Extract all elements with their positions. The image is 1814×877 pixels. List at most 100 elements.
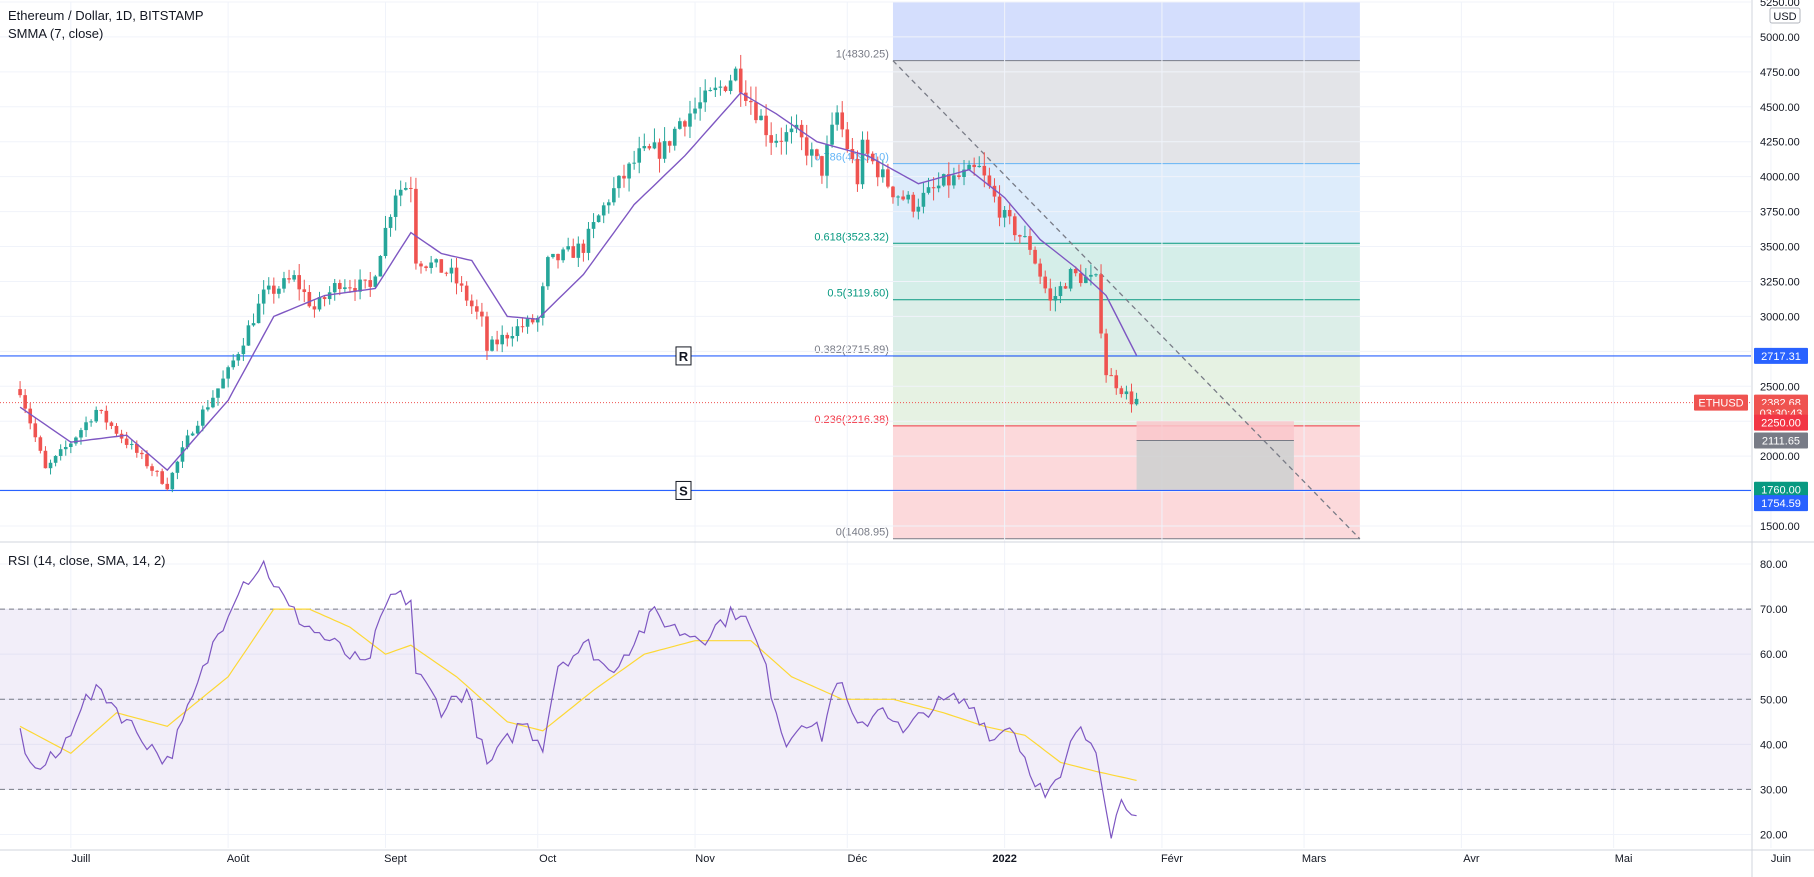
candle-body (200, 409, 205, 426)
candle (434, 258, 439, 268)
candle-body (48, 462, 53, 469)
candle (475, 299, 479, 320)
candle-body (505, 334, 510, 339)
price-tick-label: 4750.00 (1760, 67, 1800, 79)
candle-body (820, 156, 824, 176)
candle (830, 112, 834, 148)
candle (515, 318, 520, 342)
candle (820, 155, 824, 184)
candle (901, 190, 905, 201)
candle (632, 150, 636, 170)
symbol-title[interactable]: Ethereum / Dollar, 1D, BITSTAMP (8, 8, 204, 23)
candle-body (723, 86, 728, 91)
candle (444, 271, 449, 277)
candle-body (129, 443, 134, 445)
candle (840, 101, 845, 138)
candle-body (1002, 209, 1007, 218)
candle-body (855, 158, 860, 185)
candle (28, 402, 33, 430)
fib-level-label: 0.618(3523.32) (814, 231, 889, 243)
candle (566, 237, 570, 252)
candle-body (185, 435, 190, 448)
candle-body (622, 175, 626, 179)
candle (708, 87, 713, 92)
candle-body (1048, 288, 1053, 301)
candle-body (190, 433, 195, 436)
candle-body (160, 471, 164, 484)
candle-body (530, 318, 535, 323)
candle-body (632, 162, 636, 164)
date-tick-label: Mars (1302, 853, 1327, 865)
candle (322, 295, 327, 307)
date-tick-label: Juill (71, 853, 90, 865)
candle-body (216, 388, 220, 398)
candle-body (678, 121, 682, 129)
candle-body (338, 283, 342, 290)
candle-body (617, 175, 621, 189)
candle-body (261, 289, 266, 304)
price-tick-label: 4500.00 (1760, 102, 1800, 114)
candle-body (586, 228, 591, 253)
candle-body (845, 129, 850, 150)
candle-body (1018, 235, 1022, 237)
horizontal-lines[interactable]: RS (0, 346, 1751, 500)
candle (18, 381, 22, 398)
candle (256, 294, 261, 324)
candle-body (272, 285, 276, 294)
candle-body (33, 423, 38, 438)
candle (977, 156, 982, 168)
candle-body (703, 90, 707, 103)
date-tick-label: Nov (695, 853, 715, 865)
currency-label: USD (1773, 11, 1796, 23)
candle-body (104, 410, 109, 423)
candle-body (53, 455, 58, 463)
candle-body (744, 92, 748, 101)
candle (789, 116, 794, 144)
candle (424, 265, 428, 272)
candle (38, 435, 43, 454)
candle-body (145, 454, 149, 467)
fib-level-label: 1(4830.25) (836, 49, 889, 61)
candle (409, 176, 413, 203)
candle (297, 264, 301, 301)
fibonacci-retracement[interactable]: 1(4830.25)0.786(4093.10)0.618(3523.32)0.… (814, 2, 1360, 540)
candle-body (835, 112, 839, 125)
candle-body (804, 137, 809, 156)
candle (1058, 281, 1063, 304)
candle-body (728, 80, 733, 91)
candle (302, 279, 307, 303)
candle-body (713, 87, 718, 91)
candle (403, 182, 408, 191)
candle-body (343, 287, 347, 290)
candle (891, 185, 895, 204)
candle-body (982, 165, 987, 176)
candle (266, 277, 271, 295)
price-labels: 2717.312382.6803:30:432250.002111.651760… (1694, 347, 1808, 512)
price-label-box (1754, 414, 1808, 431)
date-tick-label: 2022 (992, 853, 1016, 865)
candle (662, 127, 667, 163)
candle (1134, 392, 1139, 406)
candle (429, 255, 433, 274)
candle-body (881, 169, 885, 178)
candle-body (1073, 268, 1078, 274)
candle (338, 279, 342, 296)
candle-body (373, 276, 378, 287)
smma-legend[interactable]: SMMA (7, close) (8, 26, 104, 41)
candle (1114, 369, 1119, 395)
candle (546, 255, 550, 290)
candle (794, 114, 799, 133)
trend-line[interactable] (892, 60, 1361, 540)
candle-body (1012, 216, 1017, 236)
candle-body (911, 194, 916, 212)
candle (860, 131, 865, 189)
price-label-box (1754, 481, 1808, 498)
candle-body (596, 215, 601, 223)
position-tool[interactable] (1136, 421, 1294, 490)
candle-body (535, 317, 540, 323)
candle (728, 74, 733, 95)
candle (495, 330, 499, 352)
rsi-legend[interactable]: RSI (14, close, SMA, 14, 2) (8, 553, 166, 568)
candle-body (378, 256, 383, 277)
